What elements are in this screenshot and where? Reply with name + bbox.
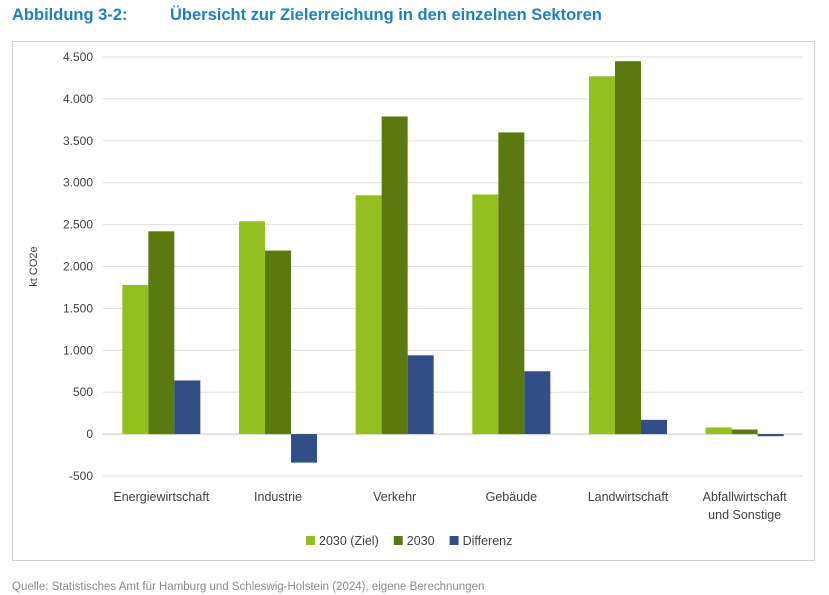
bar [122, 284, 149, 435]
bar [757, 434, 784, 437]
legend-swatch [449, 536, 459, 545]
y-tick-label: 1.000 [63, 343, 93, 357]
y-tick-label: 1.500 [63, 301, 93, 315]
bar [355, 195, 382, 435]
legend-swatch [306, 536, 315, 545]
x-tick-label: Gebäude [486, 490, 537, 504]
y-tick-label: 3.500 [63, 134, 93, 148]
bar [407, 355, 434, 435]
bar [265, 250, 291, 435]
bar [589, 76, 615, 435]
legend-label: Differenz [463, 534, 513, 548]
legend-swatch [393, 536, 403, 545]
figure-title: Abbildung 3-2: Übersicht zur Zielerreichu… [12, 6, 602, 25]
x-tick-label: Energiewirtschaft [113, 490, 209, 504]
bar [524, 371, 551, 435]
bar [381, 116, 408, 435]
y-tick-label: 2.500 [63, 218, 93, 232]
figure-number: Abbildung 3-2: [12, 6, 128, 24]
chart-frame: -500 0 500 1.000 1.500 2.000 2.500 3.000 3.500 4.… [12, 41, 815, 561]
legend-label: 2030 (Ziel) [319, 534, 379, 548]
y-tick-label: 3.000 [63, 176, 93, 190]
legend-label: 2030 [407, 534, 435, 548]
x-tick-label: Landwirtschaft [588, 490, 669, 504]
y-axis-label: kt CO2e [28, 246, 40, 286]
x-tick-label: und Sonstige [708, 508, 781, 522]
y-tick-label: -500 [69, 469, 93, 483]
source-note: Quelle: Statistisches Amt für Hamburg un… [12, 581, 485, 593]
y-tick-label: 4.000 [63, 92, 93, 106]
bar [239, 221, 265, 435]
gridlines [103, 56, 803, 477]
bar-chart: -500 0 500 1.000 1.500 2.000 2.500 3.000 3.500 4.… [28, 50, 803, 548]
bars [122, 61, 784, 463]
figure-caption: Übersicht zur Zielerreichung in den einz… [170, 6, 602, 24]
bar [731, 429, 758, 435]
y-tick-label: 4.500 [63, 50, 93, 64]
bar [641, 419, 667, 435]
x-tick-label: Abfallwirtschaft [703, 490, 788, 504]
y-axis-tick-labels: -500 0 500 1.000 1.500 2.000 2.500 3.000 3.500 4.… [28, 50, 93, 483]
bar [291, 434, 317, 463]
y-tick-label: 500 [73, 385, 93, 399]
bar [615, 61, 641, 435]
bar [498, 132, 525, 435]
legend: 2030 (Ziel) 2030 Differenz [306, 534, 512, 548]
x-tick-label: Verkehr [373, 490, 416, 504]
y-tick-label: 0 [86, 427, 93, 441]
bar [705, 427, 732, 435]
bar [148, 231, 175, 435]
bar [174, 380, 201, 435]
bar [472, 194, 499, 435]
x-axis-labels: Energiewirtschaft Industrie Verkehr Gebäude… [113, 490, 787, 522]
x-tick-label: Industrie [254, 490, 302, 504]
y-tick-label: 2.000 [63, 260, 93, 274]
